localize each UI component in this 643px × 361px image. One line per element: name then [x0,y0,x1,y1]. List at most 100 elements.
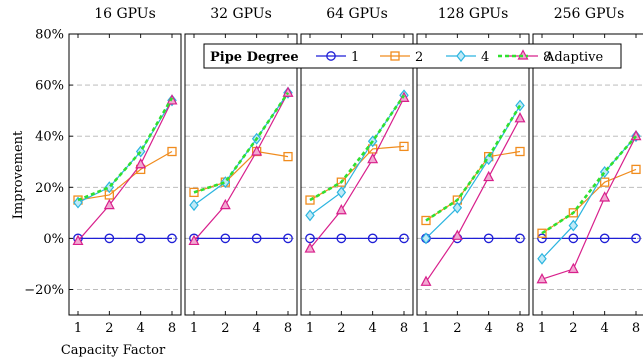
point-series-2 [305,195,315,205]
point-series-2 [390,51,400,61]
point-series-1 [167,233,177,244]
point-series-8 [72,234,84,246]
point-series-2 [283,151,293,162]
series-degree-1 [305,233,409,244]
point-series-8 [304,242,316,253]
series-degree-4 [189,86,293,212]
point-series-1 [135,233,146,244]
y-tick-label: 60% [35,79,64,94]
point-series-8 [335,203,347,215]
x-tick-label: 4 [253,321,261,336]
panel-title: 256 GPUs [554,6,625,22]
series-degree-8 [304,91,410,253]
point-series-8 [599,191,611,202]
x-tick-label: 8 [400,321,408,336]
point-series-4 [421,232,431,245]
x-tick-label: 8 [516,321,524,336]
point-series-4 [537,252,547,265]
x-ticks: 1 2 4 8 [538,34,640,336]
point-series-2 [568,208,578,218]
series-degree-8 [188,86,294,246]
x-tick-label: 8 [168,321,176,336]
series-degree-2 [73,146,177,205]
point-series-1 [568,233,579,244]
point-series-4 [336,186,347,199]
legend-label: 1 [351,50,359,65]
legend-entry-1: 1 [316,50,359,65]
series-degree-2 [189,146,293,198]
x-axis-label: Capacity Factor [61,343,166,358]
series-degree-1 [421,233,525,244]
point-series-1 [336,233,347,244]
point-series-1 [399,233,409,244]
x-ticks: 1 2 4 8 [422,34,524,336]
point-series-8 [536,272,548,284]
point-series-1 [367,233,378,244]
series-adaptive [425,104,522,222]
point-series-2 [167,146,177,157]
legend-box [203,43,622,69]
panel-4: 128 GPUs 1 2 4 8 [416,6,530,336]
legend-label: 8 [543,50,551,65]
series-degree-2 [305,141,409,205]
legend-entry-4: 4 [446,50,489,65]
x-tick-label: 4 [137,321,145,336]
point-series-8 [567,262,579,274]
series-line [77,150,173,201]
point-series-4 [568,219,579,232]
panel-2: 32 GPUs 1 2 4 8 [184,6,298,336]
legend-entry-2: 2 [380,50,423,65]
x-tick-label: 1 [74,321,82,336]
panel-frame [68,33,182,316]
point-series-2 [336,177,346,187]
point-series-8 [451,229,463,240]
point-series-2 [537,228,547,238]
point-series-1 [599,233,610,244]
x-tick-label: 4 [485,321,493,336]
point-series-8 [514,112,526,123]
series-degree-4 [421,99,525,245]
point-series-8 [483,170,495,182]
series-line [309,97,405,249]
point-series-4 [456,50,466,62]
x-tick-label: 1 [306,321,314,336]
panel-title: 16 GPUs [94,6,156,22]
legend-label: 4 [481,50,489,65]
legend-label: Adaptive [544,50,604,65]
series-line [541,135,637,280]
point-series-1 [537,233,547,244]
series-degree-1 [73,233,177,244]
y-axis-label: Improvement [11,130,26,219]
x-tick-label: 1 [538,321,546,336]
x-tick-label: 2 [105,321,113,336]
panel-title: 32 GPUs [210,6,272,22]
x-tick-label: 4 [369,321,377,336]
series-line [425,118,521,283]
point-series-1 [631,233,641,244]
panel-title: 128 GPUs [438,6,509,22]
series-adaptive [77,97,174,202]
point-series-8 [135,157,147,169]
panel-3: 64 GPUs 1 2 4 8 [300,6,414,336]
point-series-4 [483,153,494,166]
panel-frame [300,33,414,316]
panel-frame [184,33,298,316]
series-adaptive [309,94,406,202]
point-series-1 [326,51,336,61]
x-tick-label: 2 [569,321,577,336]
x-tick-label: 2 [453,321,461,336]
point-series-4 [189,199,199,212]
x-ticks: 1 2 4 8 [74,34,176,336]
series-line [193,92,290,194]
series-line [425,104,522,222]
panel-5: 256 GPUs 1 2 4 8 [532,6,643,336]
series-degree-8 [536,129,642,284]
point-series-1 [220,233,231,244]
point-series-4 [452,201,463,214]
series-degree-1 [189,233,293,244]
series-line [541,135,637,235]
x-tick-label: 8 [284,321,292,336]
point-series-2 [631,164,641,175]
